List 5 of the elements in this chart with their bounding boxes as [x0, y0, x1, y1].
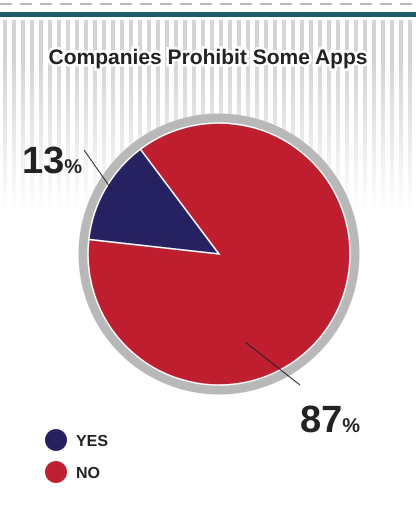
data-label: 87% — [300, 399, 360, 441]
legend-label: NO — [76, 465, 100, 482]
chart-title: Companies Prohibit Some Apps — [48, 46, 368, 69]
legend-label: YES — [76, 433, 108, 450]
data-label: 13% — [22, 140, 82, 182]
